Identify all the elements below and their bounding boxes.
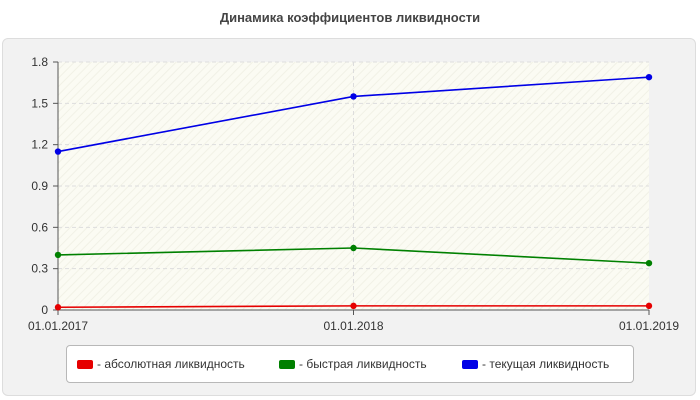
- legend-label-quick: - быстрая ликвидность: [299, 357, 427, 371]
- data-point-0: [645, 302, 653, 310]
- legend-label-absolute: - абсолютная ликвидность: [97, 357, 245, 371]
- data-point-2: [645, 73, 653, 81]
- y-tick-label: 1.8: [31, 55, 48, 69]
- data-point-0: [54, 304, 62, 311]
- legend-swatch-quick: [279, 359, 295, 369]
- x-tick-label: 01.01.2017: [28, 319, 88, 333]
- x-tick-label: 01.01.2018: [323, 319, 383, 333]
- y-tick-label: 0: [41, 303, 48, 317]
- y-tick-label: 1.2: [31, 138, 48, 152]
- data-point-1: [645, 259, 653, 267]
- y-tick-label: 0.3: [31, 262, 48, 276]
- y-tick-label: 1.5: [31, 96, 48, 110]
- legend-item-current: - текущая ликвидность: [462, 346, 609, 382]
- y-tick-label: 0.9: [31, 179, 48, 193]
- data-point-2: [350, 93, 357, 100]
- x-tick-label: 01.01.2019: [619, 319, 679, 333]
- data-point-2: [54, 148, 62, 155]
- legend-item-quick: - быстрая ликвидность: [279, 346, 427, 382]
- chart-legend: - абсолютная ликвидность - быстрая ликви…: [66, 345, 634, 383]
- legend-label-current: - текущая ликвидность: [482, 357, 610, 371]
- data-point-0: [350, 302, 357, 310]
- data-point-1: [350, 244, 357, 252]
- data-point-1: [54, 251, 62, 259]
- y-tick-label: 0.6: [31, 220, 48, 234]
- chart-title: Динамика коэффициентов ликвидности: [219, 10, 481, 25]
- legend-item-absolute: - абсолютная ликвидность: [77, 346, 245, 382]
- legend-swatch-current: [462, 359, 478, 369]
- legend-swatch-absolute: [77, 359, 93, 369]
